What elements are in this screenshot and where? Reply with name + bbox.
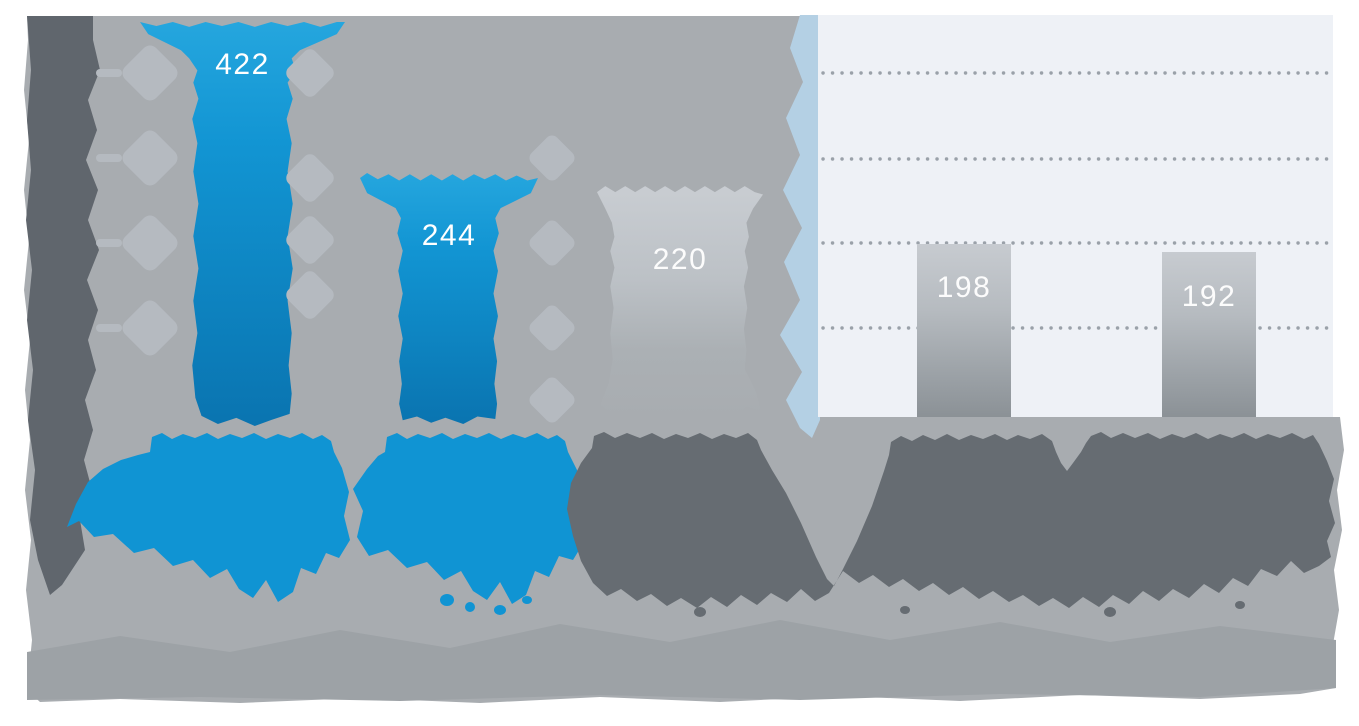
- melted-caption-dark: [567, 432, 1335, 617]
- panel-divider-strip: [780, 15, 820, 438]
- bar-3: 220: [597, 186, 763, 421]
- melted-caption-blue: [67, 433, 585, 615]
- melted-blue-blob-1: [67, 433, 350, 602]
- y-axis-melt-strip: [26, 16, 100, 595]
- gridlines-group: [821, 71, 1333, 330]
- diamond-ornament: [529, 377, 575, 423]
- diamond-ornament: [529, 135, 575, 181]
- diamond-ornament: [286, 271, 334, 319]
- diamond-ornament: [529, 220, 575, 266]
- melted-blue-blob-2: [353, 433, 585, 604]
- bar-value-label: 220: [652, 243, 708, 276]
- bar-value-label: 192: [1181, 280, 1237, 313]
- bar-value-label: 244: [421, 219, 477, 252]
- tick-nubs: [96, 69, 122, 332]
- diamond-ornament: [286, 154, 334, 202]
- diamond-ornament: [529, 305, 575, 351]
- diamond-ornament: [286, 49, 334, 97]
- diamond-ornament: [122, 45, 178, 101]
- bar-value-label: 422: [215, 48, 270, 81]
- diamond-ornament: [122, 300, 178, 356]
- diamond-ornament: [122, 130, 178, 186]
- diamond-ornament: [286, 216, 334, 264]
- bar-5: 192: [1162, 252, 1256, 417]
- bar-4: 198: [917, 244, 1011, 417]
- bottom-band-shape: [27, 620, 1336, 701]
- melted-dark-blob: [567, 432, 1335, 608]
- diamond-ornament: [122, 215, 178, 271]
- bar-value-label: 198: [936, 271, 992, 304]
